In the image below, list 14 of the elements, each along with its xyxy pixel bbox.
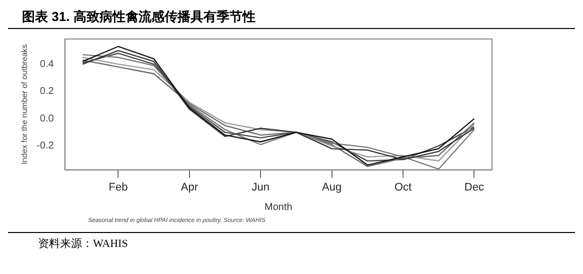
y-tick-label: 0.4 — [40, 58, 54, 70]
y-tick-label: -0.2 — [36, 140, 54, 152]
chart-title: 图表 31. 高致病性禽流感传播具有季节性 — [8, 8, 575, 29]
y-axis-title: Index for the number of outbreaks — [20, 44, 30, 164]
x-tick-label: Dec — [464, 181, 484, 194]
text: 资料来源：WAHIS — [8, 232, 575, 251]
x-tick-label: Apr — [180, 181, 198, 194]
x-tick-label: Feb — [108, 181, 128, 194]
x-axis-title: Month — [264, 202, 292, 213]
x-tick-label: Jun — [252, 181, 270, 194]
x-tick-label: Oct — [394, 181, 412, 194]
y-tick-label: 0.2 — [40, 86, 54, 98]
x-tick-label: Aug — [322, 181, 342, 194]
y-tick-label: 0.0 — [40, 113, 54, 124]
